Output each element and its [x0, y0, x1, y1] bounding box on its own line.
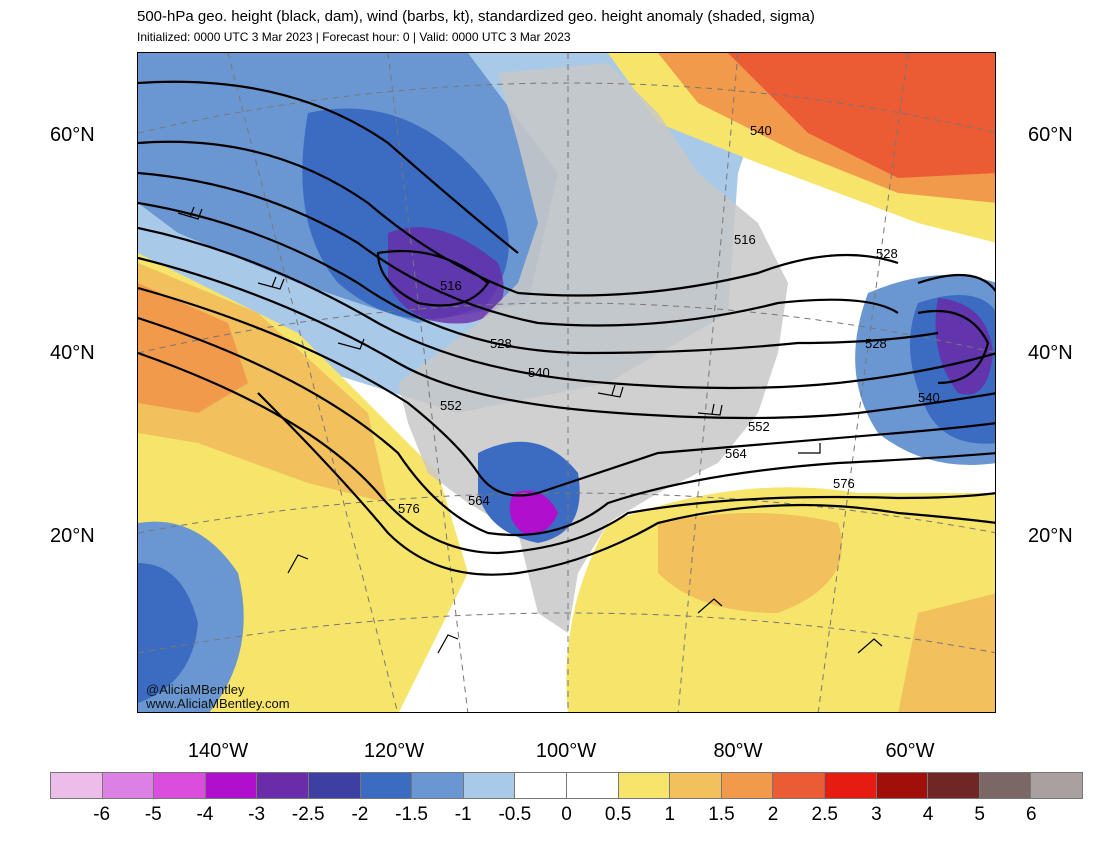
- colorbar-swatch: [927, 772, 980, 799]
- colorbar-swatch: [204, 772, 258, 799]
- lon-label-100w: 100°W: [535, 740, 597, 762]
- contour-label-552-west: 552: [440, 398, 462, 413]
- contour-label-564-east: 564: [725, 446, 747, 461]
- colorbar-tick-label: 4: [922, 804, 934, 825]
- colorbar-tick-label: 0.5: [604, 804, 632, 825]
- colorbar-tick-label: -4: [196, 804, 214, 825]
- colorbar-swatch: [565, 772, 619, 799]
- colorbar-tick-label: -6: [93, 804, 111, 825]
- anomaly-orange-pacific: [138, 283, 248, 413]
- colorbar-swatch: [875, 772, 929, 799]
- contour-label-540-west: 540: [528, 365, 550, 380]
- colorbar-swatch: [669, 772, 722, 799]
- map-svg: 516 516 528 528 540 540 540 552 552 564 …: [138, 53, 995, 712]
- lat-label-right-40: 40°N: [1028, 342, 1073, 364]
- colorbar-swatch: [411, 772, 464, 799]
- colorbar-tick-label: -2: [351, 804, 369, 825]
- colorbar-tick-label: 2.5: [811, 804, 838, 825]
- graticule: [138, 53, 995, 712]
- anomaly-sw-dark: [138, 563, 198, 703]
- contour-label-576-east: 576: [833, 476, 855, 491]
- contour-label-516-west: 516: [440, 278, 462, 293]
- anomaly-mexico-magenta: [509, 490, 558, 534]
- colorbar-tick-label: -1: [454, 804, 472, 825]
- colorbar-tick-label: 2: [767, 804, 779, 825]
- anomaly-orange-se: [898, 593, 995, 712]
- colorbar-swatch: [514, 772, 567, 799]
- height-contours: [138, 80, 995, 576]
- wind-barbs: [177, 206, 883, 654]
- lon-label-120w: 120°W: [363, 740, 425, 762]
- contour-label-564-west: 564: [468, 493, 490, 508]
- colorbar-tick-label: 5: [974, 804, 985, 825]
- colorbar-swatch: [153, 772, 206, 799]
- colorbar-tick-label: 6: [1026, 804, 1037, 825]
- colorbar-swatch: [772, 772, 825, 799]
- colorbar-swatch: [307, 772, 361, 799]
- colorbar-tick-label: -1.5: [395, 804, 428, 825]
- colorbar-swatch: [978, 772, 1032, 799]
- colorbar-swatch: [256, 772, 309, 799]
- colorbar-swatch: [720, 772, 774, 799]
- colorbar-tick-label: -2.5: [291, 804, 325, 825]
- contour-label-528-north: 528: [876, 246, 898, 261]
- colorbar-swatch: [823, 772, 877, 799]
- colorbar-tick-label: 3: [871, 804, 882, 825]
- contour-label-528-west: 528: [490, 336, 512, 351]
- contour-label-540-atlantic: 540: [918, 390, 940, 405]
- anomaly-orange-caribbean: [658, 513, 842, 613]
- contour-label-576-west: 576: [398, 501, 420, 516]
- colorbar-swatch: [617, 772, 671, 799]
- anomaly-atlantic-purple: [935, 298, 993, 395]
- colorbar-tick-label: -0.5: [498, 804, 532, 825]
- lon-label-140w: 140°W: [187, 740, 249, 762]
- lat-label-right-60: 60°N: [1028, 124, 1073, 146]
- colorbar: [50, 772, 1083, 799]
- contour-label-540-north: 540: [750, 123, 772, 138]
- lat-label-left-20: 20°N: [50, 525, 95, 547]
- colorbar-tick-label: -5: [144, 804, 162, 825]
- credit-handle: @AliciaMBentley: [146, 682, 245, 697]
- lon-label-80w: 80°W: [713, 740, 763, 762]
- lat-label-right-20: 20°N: [1028, 525, 1073, 547]
- contour-label-528-atlantic: 528: [865, 336, 887, 351]
- colorbar-tick-label: -3: [248, 804, 266, 825]
- colorbar-swatch: [359, 772, 413, 799]
- contour-label-552-east: 552: [748, 419, 770, 434]
- lat-label-left-40: 40°N: [50, 342, 95, 364]
- chart-title: 500-hPa geo. height (black, dam), wind (…: [137, 8, 815, 25]
- colorbar-tick-label: 1: [664, 804, 676, 825]
- lat-label-left-60: 60°N: [50, 124, 95, 146]
- anomaly-red-north: [728, 53, 995, 178]
- contour-labels: 516 516 528 528 540 540 540 552 552 564 …: [398, 123, 940, 516]
- colorbar-swatch: [101, 772, 155, 799]
- colorbar-swatch: [1030, 772, 1083, 799]
- colorbar-swatch: [50, 772, 103, 799]
- lon-label-60w: 60°W: [885, 740, 935, 762]
- contour-label-516-east: 516: [734, 232, 756, 247]
- colorbar-swatch: [462, 772, 516, 799]
- colorbar-tick-label: 0: [561, 804, 572, 825]
- chart-subtitle: Initialized: 0000 UTC 3 Mar 2023 | Forec…: [137, 30, 571, 44]
- colorbar-tick-label: 1.5: [708, 804, 735, 825]
- credit-website: www.AliciaMBentley.com: [146, 696, 290, 711]
- map-panel: 516 516 528 528 540 540 540 552 552 564 …: [137, 52, 996, 713]
